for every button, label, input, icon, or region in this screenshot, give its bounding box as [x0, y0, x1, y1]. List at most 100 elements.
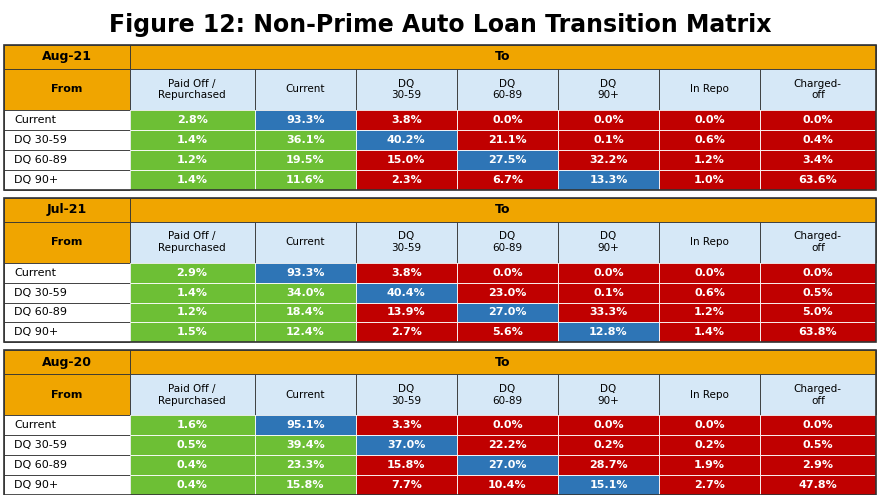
- Bar: [254, 374, 356, 415]
- Text: 0.0%: 0.0%: [492, 115, 523, 125]
- Text: 0.4%: 0.4%: [803, 135, 833, 145]
- Text: 0.2%: 0.2%: [694, 440, 725, 450]
- Bar: [129, 374, 254, 415]
- Text: To: To: [495, 356, 510, 369]
- Text: DQ 60-89: DQ 60-89: [14, 460, 68, 470]
- Bar: [760, 435, 876, 455]
- Text: DQ 90+: DQ 90+: [14, 480, 59, 490]
- Text: 0.0%: 0.0%: [593, 115, 624, 125]
- Bar: [356, 170, 457, 190]
- Text: 0.0%: 0.0%: [492, 268, 523, 278]
- Bar: [4, 150, 129, 170]
- Text: In Repo: In Repo: [690, 85, 729, 95]
- Bar: [356, 435, 457, 455]
- Text: 5.6%: 5.6%: [492, 327, 523, 338]
- Text: 27.5%: 27.5%: [488, 155, 526, 165]
- Text: Aug-20: Aug-20: [42, 356, 92, 369]
- Bar: [254, 170, 356, 190]
- Text: 1.9%: 1.9%: [694, 460, 725, 470]
- Text: 3.8%: 3.8%: [391, 268, 422, 278]
- Text: 37.0%: 37.0%: [387, 440, 426, 450]
- Bar: [129, 130, 254, 150]
- Bar: [4, 374, 129, 415]
- Bar: [129, 475, 254, 495]
- Text: 2.7%: 2.7%: [391, 327, 422, 338]
- Bar: [760, 130, 876, 150]
- Text: DQ
60-89: DQ 60-89: [492, 231, 523, 253]
- Text: DQ 30-59: DQ 30-59: [14, 440, 67, 450]
- Bar: [254, 415, 356, 435]
- Text: Aug-21: Aug-21: [42, 50, 92, 63]
- Text: Current: Current: [285, 390, 325, 400]
- Bar: [457, 110, 558, 130]
- Bar: [4, 350, 129, 374]
- Text: Current: Current: [14, 420, 56, 430]
- Text: From: From: [51, 237, 83, 247]
- Bar: [760, 222, 876, 263]
- Text: Charged-
off: Charged- off: [794, 231, 842, 253]
- Text: 32.2%: 32.2%: [590, 155, 627, 165]
- Text: 0.0%: 0.0%: [492, 420, 523, 430]
- Text: 2.9%: 2.9%: [803, 460, 833, 470]
- Bar: [659, 374, 760, 415]
- Bar: [659, 455, 760, 475]
- Text: 1.5%: 1.5%: [177, 327, 208, 338]
- Bar: [760, 374, 876, 415]
- Text: From: From: [51, 85, 83, 95]
- Bar: [356, 263, 457, 283]
- Bar: [4, 45, 129, 69]
- Bar: [457, 374, 558, 415]
- Text: DQ
60-89: DQ 60-89: [492, 79, 523, 100]
- Bar: [659, 302, 760, 322]
- Text: 21.1%: 21.1%: [488, 135, 527, 145]
- Text: 15.1%: 15.1%: [590, 480, 627, 490]
- Bar: [558, 110, 659, 130]
- Bar: [558, 170, 659, 190]
- Bar: [254, 110, 356, 130]
- Bar: [558, 263, 659, 283]
- Bar: [659, 150, 760, 170]
- Text: 27.0%: 27.0%: [488, 460, 526, 470]
- Text: 0.2%: 0.2%: [593, 440, 624, 450]
- Bar: [457, 322, 558, 343]
- Bar: [558, 222, 659, 263]
- Text: To: To: [495, 50, 510, 63]
- Text: DQ
30-59: DQ 30-59: [392, 79, 422, 100]
- Text: 95.1%: 95.1%: [286, 420, 325, 430]
- Text: From: From: [51, 390, 83, 400]
- Text: 7.7%: 7.7%: [391, 480, 422, 490]
- Bar: [457, 69, 558, 110]
- Bar: [760, 322, 876, 343]
- Bar: [356, 475, 457, 495]
- Text: DQ
90+: DQ 90+: [598, 79, 620, 100]
- Bar: [356, 302, 457, 322]
- Bar: [457, 302, 558, 322]
- Text: DQ
30-59: DQ 30-59: [392, 231, 422, 253]
- Text: In Repo: In Repo: [690, 237, 729, 247]
- Text: 0.0%: 0.0%: [803, 115, 833, 125]
- Bar: [4, 130, 129, 150]
- Bar: [457, 415, 558, 435]
- Bar: [659, 435, 760, 455]
- Bar: [129, 110, 254, 130]
- Text: Charged-
off: Charged- off: [794, 384, 842, 405]
- Bar: [760, 475, 876, 495]
- Bar: [254, 130, 356, 150]
- Text: 1.4%: 1.4%: [177, 288, 208, 297]
- Bar: [356, 415, 457, 435]
- Bar: [558, 415, 659, 435]
- Text: Figure 12: Non-Prime Auto Loan Transition Matrix: Figure 12: Non-Prime Auto Loan Transitio…: [109, 13, 771, 37]
- Text: To: To: [495, 203, 510, 216]
- Text: 0.5%: 0.5%: [803, 288, 833, 297]
- Bar: [659, 475, 760, 495]
- Bar: [356, 322, 457, 343]
- Text: 0.0%: 0.0%: [803, 420, 833, 430]
- Text: DQ
60-89: DQ 60-89: [492, 384, 523, 405]
- Text: 5.0%: 5.0%: [803, 307, 833, 317]
- Bar: [558, 130, 659, 150]
- Bar: [129, 283, 254, 302]
- Bar: [4, 110, 129, 130]
- Text: 40.2%: 40.2%: [387, 135, 426, 145]
- Text: 1.2%: 1.2%: [694, 155, 725, 165]
- Text: DQ
90+: DQ 90+: [598, 231, 620, 253]
